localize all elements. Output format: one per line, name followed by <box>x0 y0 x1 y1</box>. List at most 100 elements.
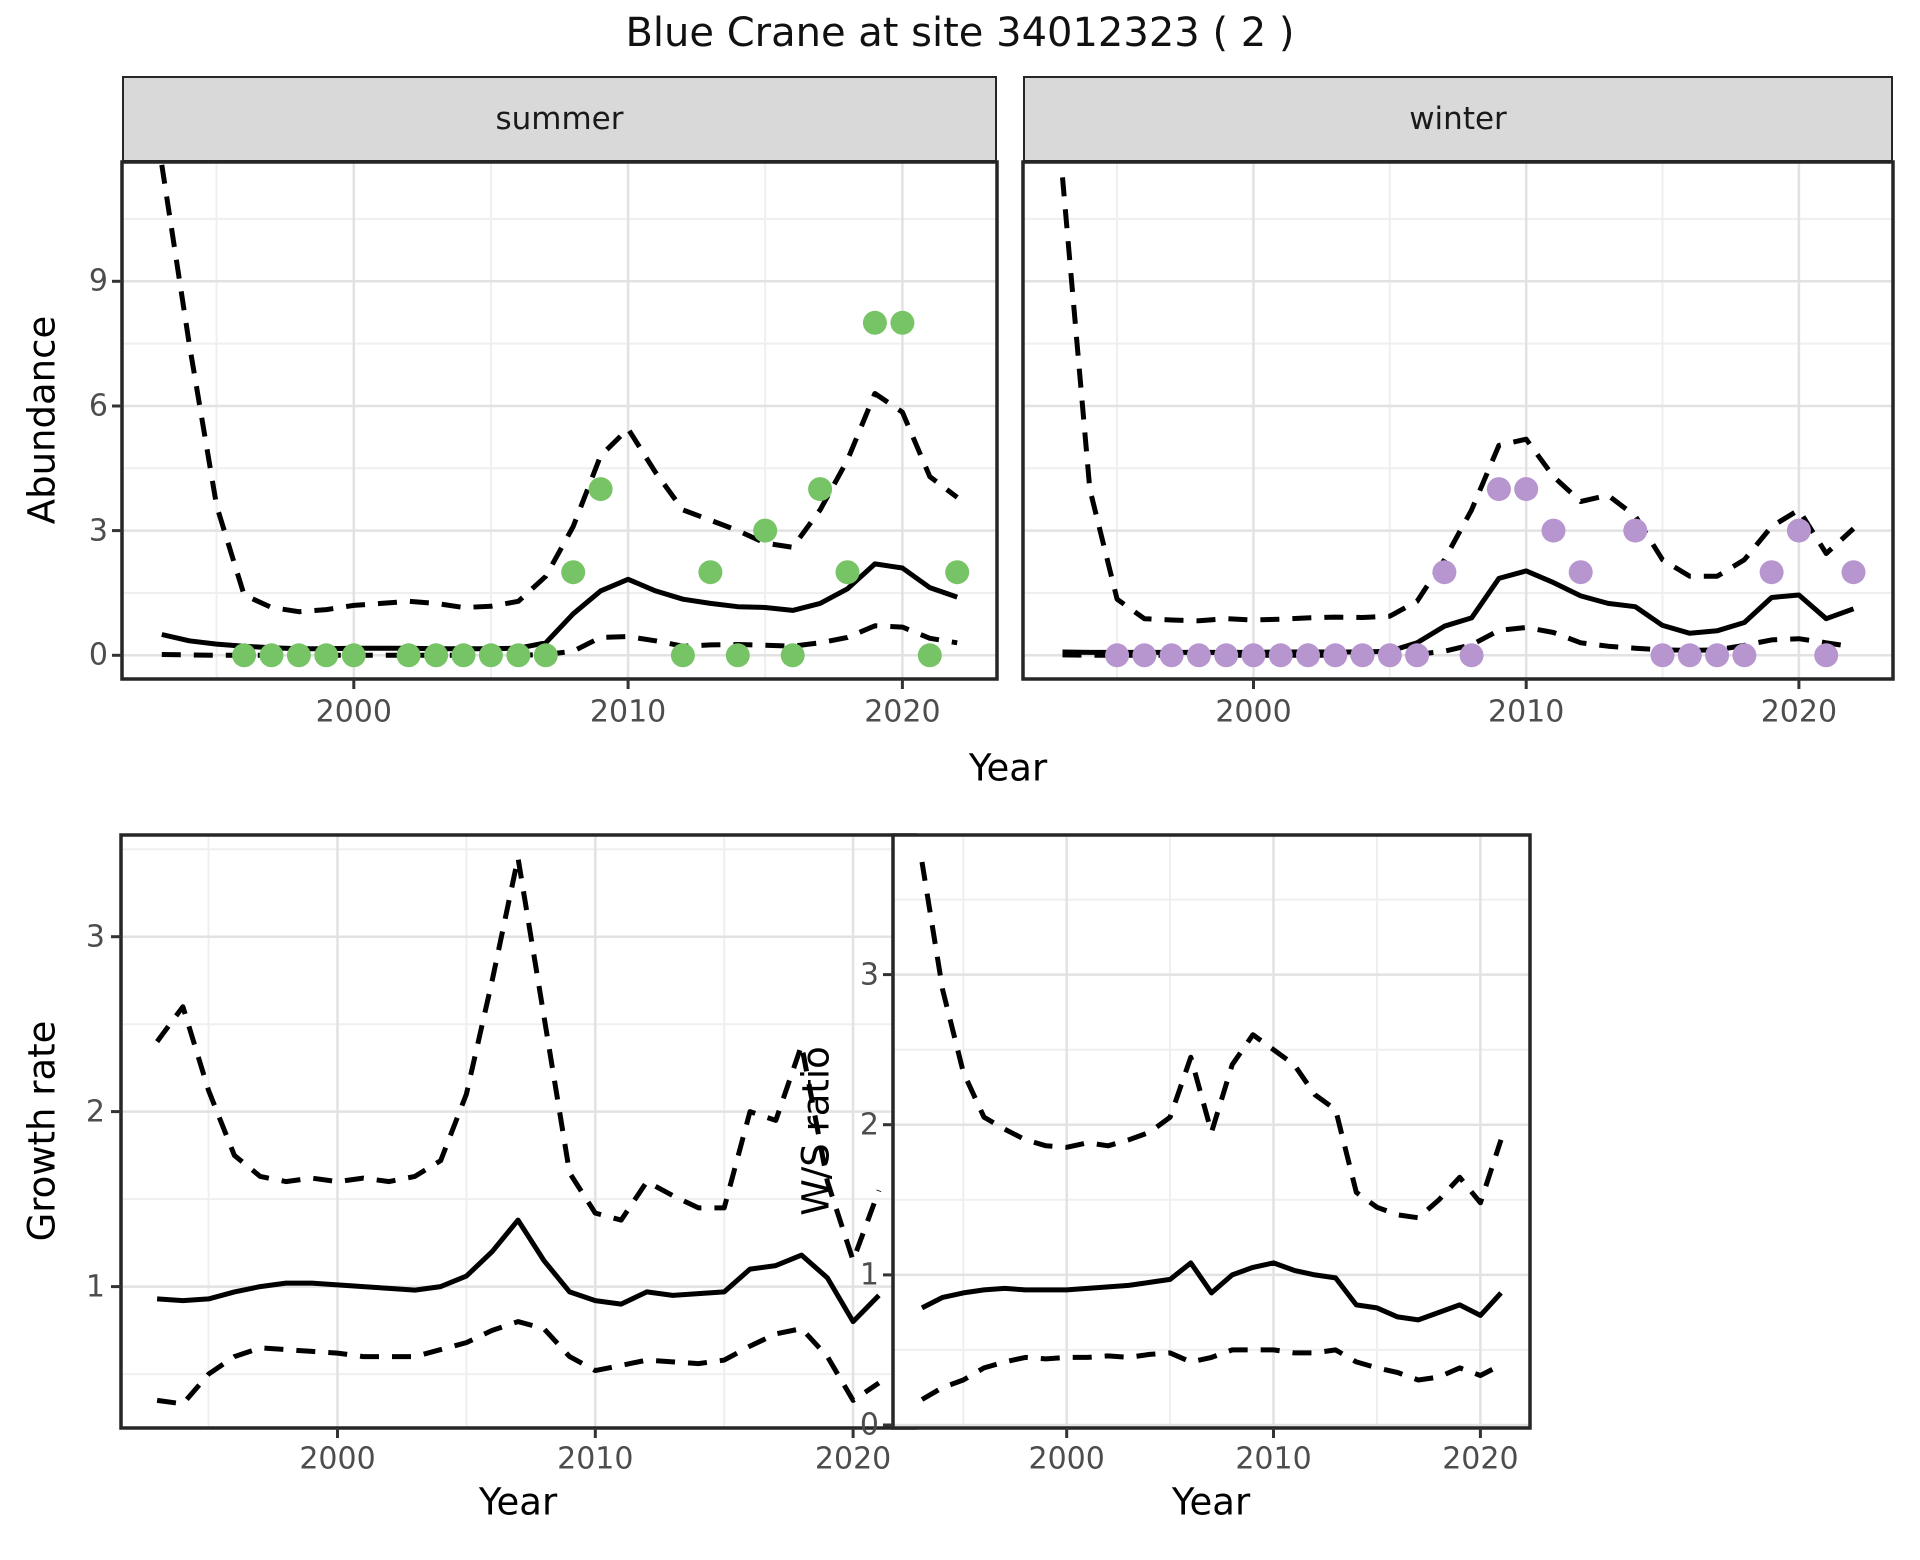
abundance_summer-panel-border <box>120 160 999 681</box>
abundance_winter-upper_ci-line <box>1060 177 1856 624</box>
ws_ratio-panel-border <box>891 833 1532 1430</box>
observed_counts_summer-point <box>753 518 778 543</box>
y-tick-label: 9 <box>88 263 108 299</box>
observed_counts_summer-point <box>286 643 311 668</box>
y-tick-label: 2 <box>85 1094 105 1130</box>
observed_counts_winter-point <box>1186 643 1211 668</box>
x-tick-label: 2010 <box>1488 694 1565 730</box>
observed_counts_winter-point <box>1514 477 1539 502</box>
observed_counts_winter-point <box>1268 643 1293 668</box>
observed_counts_winter-point <box>1705 643 1730 668</box>
ws_ratio-median-line <box>920 1260 1503 1323</box>
x-tick-label: 2010 <box>589 694 667 730</box>
y-tick-label: 1 <box>859 1257 879 1293</box>
observed_counts_summer-point <box>725 643 750 668</box>
observed_counts_winter-point <box>1405 643 1430 668</box>
axis-title-growth-rate: Growth rate <box>20 1020 64 1242</box>
ws_ratio-lower_ci-line <box>920 1347 1503 1402</box>
x-tick-label: 2020 <box>1442 1441 1519 1477</box>
axis-title-ws-ratio: W/S ratio <box>794 1046 838 1216</box>
observed_counts_summer-point <box>478 643 503 668</box>
observed_counts_winter-point <box>1214 643 1239 668</box>
facet-strip-summer: summer <box>122 76 997 162</box>
observed_counts_summer-point <box>917 643 942 668</box>
growth_rate-lower_ci-line <box>156 1319 881 1407</box>
facet-strip-winter: winter <box>1023 76 1893 162</box>
observed_counts_winter-point <box>1132 643 1157 668</box>
y-tick-label: 0 <box>88 637 108 673</box>
x-tick-label: 2000 <box>1215 694 1292 730</box>
abundance_winter-panel-border <box>1021 160 1895 681</box>
y-tick-label: 3 <box>85 919 105 955</box>
observed_counts_winter-point <box>1677 643 1702 668</box>
x-tick-label: 2010 <box>557 1441 634 1477</box>
y-tick-label: 0 <box>859 1407 879 1443</box>
observed_counts_winter-point <box>1432 560 1457 585</box>
observed_counts_summer-point <box>341 643 366 668</box>
observed_counts_winter-point <box>1105 643 1130 668</box>
facet-strip-winter-label: winter <box>1409 101 1507 137</box>
observed_counts_summer-point <box>561 560 586 585</box>
observed_counts_winter-point <box>1814 643 1839 668</box>
observed_counts_summer-point <box>862 310 887 335</box>
x-tick-label: 2010 <box>1235 1441 1312 1477</box>
observed_counts_summer-point <box>670 643 695 668</box>
x-tick-label: 2020 <box>1760 694 1838 730</box>
page-title: Blue Crane at site 34012323 ( 2 ) <box>625 10 1295 56</box>
y-tick-label: 3 <box>88 513 108 549</box>
observed_counts_summer-point <box>314 643 339 668</box>
observed_counts_summer-point <box>588 477 613 502</box>
y-tick-label: 2 <box>859 1107 879 1143</box>
axis-title-year-top: Year <box>968 746 1048 790</box>
observed_counts_winter-point <box>1650 643 1675 668</box>
observed_counts_winter-point <box>1241 643 1266 668</box>
facet-strip-summer-label: summer <box>495 101 624 137</box>
observed_counts_winter-point <box>1486 477 1511 502</box>
observed_counts_winter-point <box>1159 643 1184 668</box>
observed_counts_summer-point <box>396 643 421 668</box>
observed_counts_summer-point <box>533 643 558 668</box>
observed_counts_winter-point <box>1323 643 1348 668</box>
axis-title-year-bottom-left: Year <box>478 1480 558 1524</box>
x-tick-label: 2020 <box>864 694 941 730</box>
observed_counts_winter-point <box>1568 560 1593 585</box>
observed_counts_summer-point <box>506 643 531 668</box>
observed_counts_summer-point <box>259 643 284 668</box>
observed_counts_winter-point <box>1541 518 1566 543</box>
abundance_summer-upper_ci-line <box>159 164 959 615</box>
x-tick-label: 2000 <box>299 1441 376 1477</box>
observed_counts_summer-point <box>698 560 723 585</box>
growth_rate-median-line <box>156 1217 881 1325</box>
observed_counts_summer-point <box>890 310 915 335</box>
observed_counts_winter-point <box>1350 643 1375 668</box>
observed_counts_summer-point <box>232 643 257 668</box>
observed_counts_winter-point <box>1296 643 1320 668</box>
observed_counts_summer-point <box>451 643 476 668</box>
observed_counts_winter-point <box>1459 643 1484 668</box>
observed_counts_summer-point <box>780 643 805 668</box>
x-tick-label: 2000 <box>1028 1441 1105 1477</box>
observed_counts_summer-point <box>945 560 970 585</box>
x-tick-label: 2000 <box>315 694 392 730</box>
observed_counts_summer-point <box>835 560 860 585</box>
observed_counts_summer-point <box>424 643 449 668</box>
axis-title-year-bottom-right: Year <box>1171 1480 1251 1524</box>
abundance_winter-panel <box>1023 162 1893 679</box>
observed_counts_winter-point <box>1377 643 1402 668</box>
y-tick-label: 6 <box>88 388 108 424</box>
ws_ratio-upper_ci-line <box>919 861 1504 1221</box>
ws_ratio-panel <box>893 835 1530 1428</box>
growth_rate-panel <box>121 835 915 1428</box>
observed_counts_winter-point <box>1786 518 1811 543</box>
observed_counts_winter-point <box>1732 643 1757 668</box>
observed_counts_winter-point <box>1623 518 1648 543</box>
y-tick-label: 1 <box>85 1269 105 1305</box>
observed_counts_winter-point <box>1841 560 1866 585</box>
axis-title-abundance: Abundance <box>20 315 64 525</box>
observed_counts_winter-point <box>1759 560 1784 585</box>
y-tick-label: 3 <box>859 957 879 993</box>
observed_counts_summer-point <box>808 477 833 502</box>
x-tick-label: 2020 <box>814 1441 892 1477</box>
